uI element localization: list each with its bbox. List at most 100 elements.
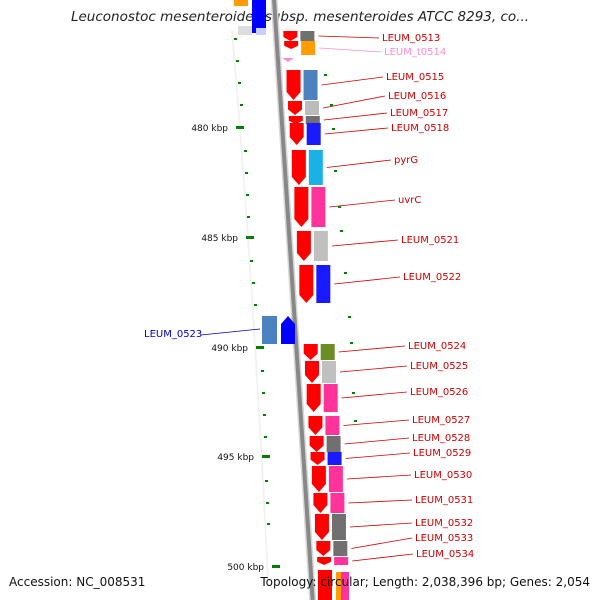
gene-arrow [303, 344, 318, 360]
gene-LEUM_0522[interactable]: LEUM_0522 [299, 265, 461, 303]
gene-LEUM_0524[interactable]: LEUM_0524 [303, 341, 467, 360]
cog-bar [301, 41, 316, 55]
gene-arrow [286, 70, 301, 100]
gene-label: LEUM_0524 [408, 341, 466, 352]
gene-arrow [291, 150, 306, 185]
map-title: Leuconostoc mesenteroides subsp. mesente… [70, 9, 530, 25]
gene-LEUM_0533[interactable]: LEUM_0533 [316, 533, 473, 556]
label-leader [352, 553, 414, 562]
gene-arrow [309, 436, 324, 452]
cog-bar [326, 436, 341, 452]
label-leader [329, 199, 396, 208]
cog-bar [320, 344, 335, 360]
tick-mark-14 [264, 436, 267, 438]
gene-LEUM_t0514[interactable]: LEUM_t0514 [282, 41, 446, 62]
gene-LEUM_0528[interactable]: LEUM_0528 [309, 433, 471, 452]
label-leader [345, 452, 411, 459]
inner-tick-4 [338, 206, 341, 208]
tick-mark-10 [254, 304, 257, 306]
label-leader [348, 499, 413, 504]
outer-contour [231, 29, 269, 581]
gene-arrow [296, 231, 311, 261]
genome-info: Topology: circular; Length: 2,038,396 bp… [260, 575, 590, 589]
cog-bar [308, 150, 323, 185]
gene-uvrC[interactable]: uvrC [294, 187, 421, 227]
gene-LEUM_0534[interactable]: LEUM_0534 [317, 549, 474, 565]
gene-LEUM_0529[interactable]: LEUM_0529 [310, 448, 472, 465]
gene-LEUM_0513[interactable]: LEUM_0513 [283, 31, 440, 44]
gene-LEUM_0526[interactable]: LEUM_0526 [306, 384, 469, 412]
accession-label: Accession: NC_008531 [9, 575, 146, 589]
gene-LEUM_0517[interactable]: LEUM_0517 [288, 108, 449, 124]
scale-label: 495 kbp [217, 453, 254, 463]
label-leader [322, 95, 386, 109]
scale-tick [272, 565, 280, 568]
scale-tick [246, 236, 254, 239]
gene-LEUM_0532[interactable]: LEUM_0532 [314, 514, 473, 540]
tick-mark-16 [266, 502, 269, 504]
gene-arrow [306, 384, 321, 412]
gene-label: LEUM_0523 [144, 329, 202, 340]
inner-tick-7 [348, 316, 351, 318]
gene-arrow [289, 123, 304, 145]
gene-arrow [288, 116, 303, 124]
gene-arrow [281, 316, 295, 344]
gene-label: LEUM_t0514 [384, 47, 446, 58]
cog-bar [333, 541, 348, 556]
gene-label: LEUM_0528 [412, 433, 470, 444]
inner-tick-3 [334, 170, 337, 172]
gene-LEUM_0518[interactable]: LEUM_0518 [289, 123, 450, 145]
inner-tick-5 [340, 230, 343, 232]
trna-arrow [282, 58, 295, 62]
cog-bar [305, 101, 320, 115]
scale-label: 490 kbp [211, 344, 248, 354]
cog-bar [325, 416, 340, 435]
tick-mark-15 [265, 480, 268, 482]
cog-bar [316, 265, 331, 303]
tick-mark-3 [240, 104, 243, 106]
label-leader [351, 537, 413, 549]
tick-mark-13 [263, 414, 266, 416]
scale-tick [262, 455, 270, 458]
gene-label: LEUM_0522 [403, 272, 461, 283]
scale-label: 485 kbp [201, 234, 238, 244]
partial-gene-top-2 [238, 26, 252, 35]
cog-bar [311, 187, 326, 227]
gene-LEUM_0530[interactable]: LEUM_0530 [311, 466, 472, 492]
gene-arrow [294, 187, 309, 227]
cog-bar [323, 384, 338, 412]
gene-arrow [283, 31, 298, 41]
cog-bar [328, 466, 343, 492]
gene-LEUM_0531[interactable]: LEUM_0531 [313, 493, 473, 513]
gene-LEUM_0516[interactable]: LEUM_0516 [288, 91, 446, 115]
tick-mark-8 [250, 260, 253, 262]
gene-arrow [317, 557, 332, 565]
gene-arrow [313, 493, 328, 513]
label-leader [331, 239, 399, 247]
cog-bar [334, 557, 349, 565]
gene-label: pyrG [394, 155, 418, 166]
cog-bar [303, 70, 318, 100]
gene-pyrG[interactable]: pyrG [291, 150, 418, 185]
gene-LEUM_0515[interactable]: LEUM_0515 [286, 70, 445, 100]
tick-mark-11 [261, 370, 264, 372]
scale-label: 480 kbp [191, 124, 228, 134]
cog-bar [262, 316, 277, 344]
tick-mark-1 [236, 60, 239, 62]
label-leader [323, 112, 388, 121]
tick-mark-2 [238, 82, 241, 84]
label-leader [349, 522, 413, 528]
gene-LEUM_0525[interactable]: LEUM_0525 [304, 361, 468, 383]
label-leader [324, 127, 389, 135]
gene-label: LEUM_0521 [401, 235, 459, 246]
gene-LEUM_0523[interactable]: LEUM_0523 [144, 316, 295, 344]
cog-bar [327, 452, 342, 465]
gene-LEUM_0527[interactable]: LEUM_0527 [308, 415, 470, 435]
label-leader [326, 159, 392, 168]
partial-gene-top-1 [252, 0, 266, 33]
gene-label: LEUM_0517 [390, 108, 448, 119]
cog-bar [306, 123, 321, 145]
gene-LEUM_0521[interactable]: LEUM_0521 [296, 231, 459, 261]
label-leader [318, 35, 380, 39]
